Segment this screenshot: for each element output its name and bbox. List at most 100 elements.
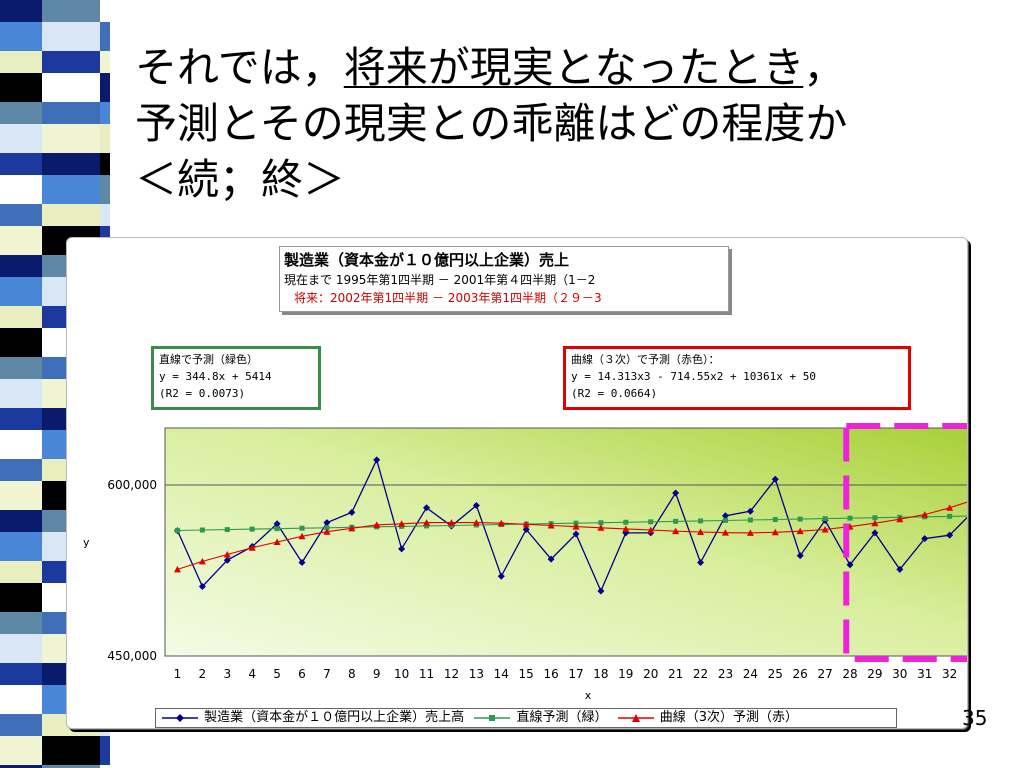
x-tick-label: 16 <box>543 667 558 681</box>
x-axis-label: x <box>585 689 592 702</box>
data-point-linear <box>797 516 803 522</box>
x-tick-label: 25 <box>768 667 783 681</box>
strip-block <box>42 0 100 22</box>
data-point-cubic <box>447 519 455 526</box>
data-point-actual <box>572 530 580 538</box>
data-point-cubic <box>921 511 929 518</box>
data-point-cubic <box>896 515 904 523</box>
x-tick-label: 27 <box>817 667 832 681</box>
legend-item-cubic: 曲線（3次）予測（赤） <box>616 709 798 727</box>
data-point-cubic <box>572 523 580 530</box>
data-point-actual <box>771 475 779 483</box>
strip-block <box>100 765 110 768</box>
data-point-cubic <box>771 528 779 536</box>
strip-block <box>0 277 42 306</box>
title-text-a: それでは， <box>135 43 344 92</box>
strip-block <box>0 175 42 204</box>
x-tick-label: 29 <box>867 667 882 681</box>
data-point-cubic <box>946 504 954 511</box>
data-point-cubic <box>796 527 804 535</box>
data-point-actual <box>547 555 555 563</box>
cubic-eq-line: y = 14.313x3 - 714.55x2 + 10361x + 50 <box>571 370 817 383</box>
data-point-actual <box>896 565 904 573</box>
data-point-cubic <box>597 524 605 531</box>
chart-title: 製造業（資本金が１０億円以上企業）売上 <box>284 251 570 269</box>
x-tick-label: 14 <box>494 667 509 681</box>
x-tick-label: 20 <box>643 667 658 681</box>
data-point-cubic <box>522 520 530 528</box>
y-tick-label: 600,000 <box>107 478 157 492</box>
cubic-equation-box: 曲線（３次）で予測（赤色）： y = 14.313x3 - 714.55x2 +… <box>563 346 911 410</box>
data-point-cubic <box>323 528 331 535</box>
x-tick-label: 11 <box>419 667 434 681</box>
strip-block <box>42 736 100 765</box>
x-tick-label: 23 <box>718 667 733 681</box>
data-point-cubic <box>746 529 754 536</box>
data-point-actual <box>223 556 231 564</box>
data-point-cubic <box>672 527 680 535</box>
data-point-cubic <box>373 521 381 528</box>
title-line-1: それでは，将来が現実となったとき， <box>135 40 995 96</box>
data-point-cubic <box>547 521 555 529</box>
period-future: 将来：2002年第1四半期 － 2003年第1四半期（２９－3 <box>294 291 602 305</box>
linear-eq-line: y = 344.8x + 5414 <box>159 370 272 383</box>
data-point-actual <box>746 507 754 515</box>
strip-block <box>0 153 42 175</box>
plot-area <box>164 427 967 657</box>
data-point-linear <box>947 513 953 519</box>
strip-block <box>0 379 42 408</box>
data-point-actual <box>348 508 356 516</box>
strip-block <box>0 357 42 379</box>
data-point-actual <box>597 587 605 595</box>
strip-block <box>0 408 42 430</box>
legend-label: 製造業（資本金が１０億円以上企業）売上高 <box>204 710 465 725</box>
strip-block <box>42 765 100 768</box>
strip-block <box>100 73 110 102</box>
strip-block <box>0 634 42 663</box>
data-point-linear <box>249 526 255 532</box>
strip-block <box>100 175 110 204</box>
x-tick-label: 7 <box>323 667 331 681</box>
strip-block <box>0 765 42 768</box>
legend-label: 曲線（3次）予測（赤） <box>659 710 799 725</box>
period-current: 現在まで 1995年第1四半期 － 2001年第４四半期（1－2 <box>284 273 596 287</box>
strip-block <box>42 22 100 51</box>
data-point-cubic <box>248 544 256 551</box>
strip-block <box>0 583 42 612</box>
strip-block <box>100 124 110 153</box>
strip-block <box>0 663 42 685</box>
y-axis-label: y <box>83 536 90 549</box>
strip-block <box>100 102 110 124</box>
data-point-linear <box>872 515 878 521</box>
strip-block <box>0 255 42 277</box>
data-point-cubic <box>821 525 829 533</box>
data-point-linear <box>424 523 430 529</box>
strip-block <box>42 51 100 73</box>
strip-block <box>0 0 42 22</box>
data-point-linear <box>623 519 629 525</box>
data-point-cubic <box>173 565 181 573</box>
data-point-cubic <box>398 520 406 527</box>
data-point-cubic <box>198 557 206 565</box>
strip-block <box>0 51 42 73</box>
cubic-eq-line: (R2 = 0.0664) <box>571 387 658 400</box>
strip-block <box>42 175 100 204</box>
data-point-cubic <box>871 519 879 527</box>
strip-block <box>0 510 42 532</box>
strip-block <box>0 481 42 510</box>
strip-block <box>100 22 110 51</box>
data-point-cubic <box>622 525 630 532</box>
x-tick-label: 28 <box>842 667 857 681</box>
data-point-actual <box>298 559 306 567</box>
data-point-actual <box>198 582 206 590</box>
data-point-linear <box>299 525 305 531</box>
strip-block <box>100 204 110 226</box>
x-tick-label: 22 <box>693 667 708 681</box>
data-point-actual <box>672 489 680 497</box>
data-point-actual <box>796 552 804 560</box>
x-tick-label: 18 <box>593 667 608 681</box>
data-point-linear <box>598 520 604 526</box>
strip-block <box>100 736 110 765</box>
x-tick-label: 33 <box>967 667 968 681</box>
